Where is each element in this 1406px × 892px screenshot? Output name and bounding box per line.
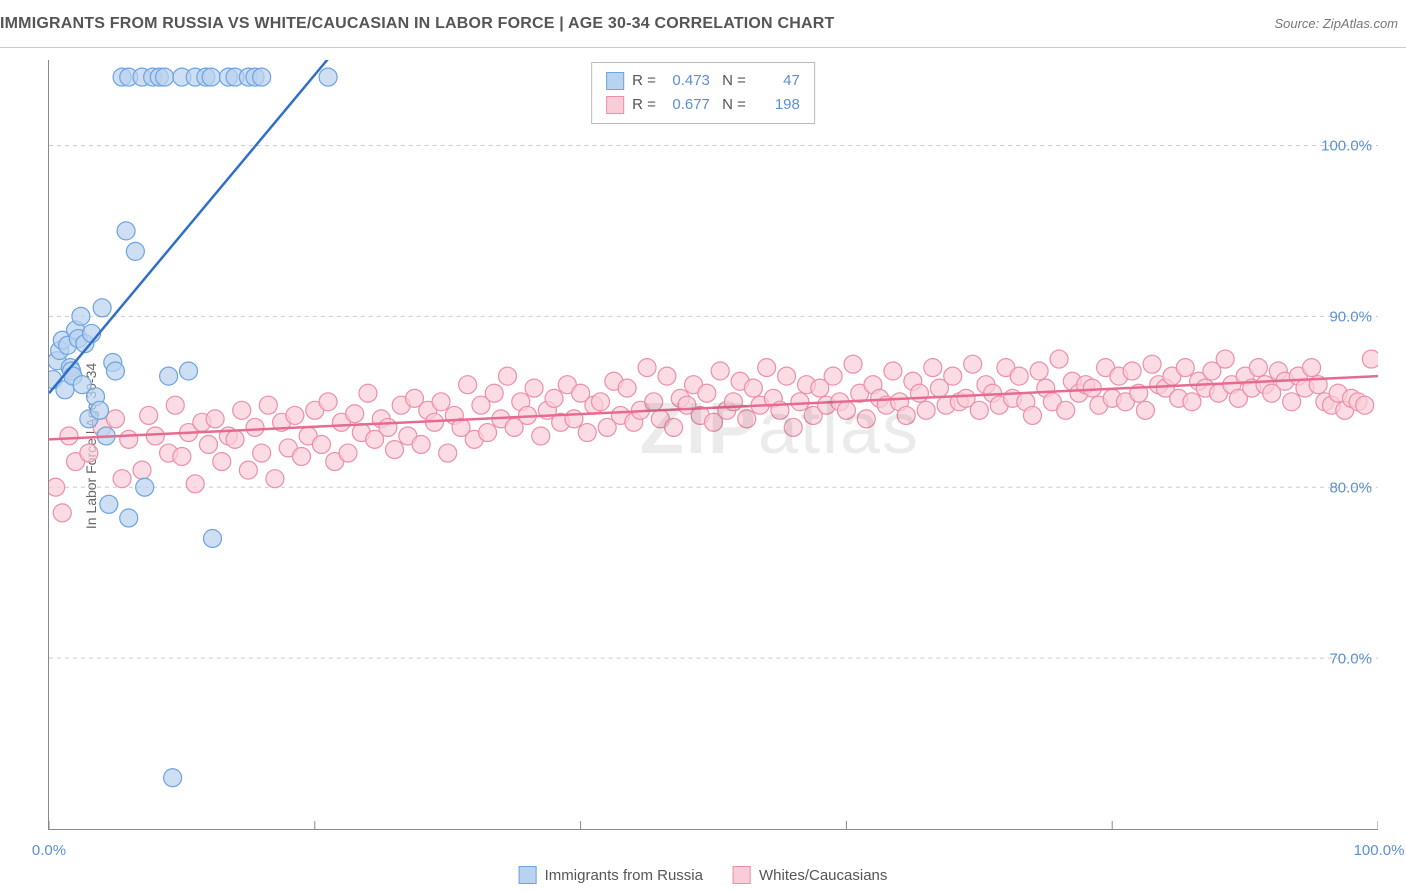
series-legend: Immigrants from Russia Whites/Caucasians	[519, 866, 888, 884]
y-tick-label: 70.0%	[1312, 650, 1372, 667]
legend-label-0: Immigrants from Russia	[545, 867, 703, 884]
legend-r-0: 0.473	[664, 69, 710, 93]
chart-source: Source: ZipAtlas.com	[1274, 16, 1398, 31]
legend-swatch-0	[606, 72, 624, 90]
legend-label-1: Whites/Caucasians	[759, 867, 887, 884]
chart-title: IMMIGRANTS FROM RUSSIA VS WHITE/CAUCASIA…	[0, 15, 834, 33]
legend-swatch-b0	[519, 866, 537, 884]
legend-n-0: 47	[754, 69, 800, 93]
legend-item-1: Whites/Caucasians	[733, 866, 887, 884]
plot-area: ZIPatlas 70.0%80.0%90.0%100.0% 0.0%100.0…	[48, 60, 1378, 830]
legend-row-series-0: R = 0.473 N = 47	[606, 69, 800, 93]
legend-n-1: 198	[754, 93, 800, 117]
correlation-legend: R = 0.473 N = 47 R = 0.677 N = 198	[591, 62, 815, 124]
legend-swatch-b1	[733, 866, 751, 884]
chart-header: IMMIGRANTS FROM RUSSIA VS WHITE/CAUCASIA…	[0, 0, 1406, 48]
legend-item-0: Immigrants from Russia	[519, 866, 703, 884]
legend-row-series-1: R = 0.677 N = 198	[606, 93, 800, 117]
x-tick-label: 100.0%	[1354, 842, 1405, 859]
y-tick-label: 80.0%	[1312, 479, 1372, 496]
scatter-svg	[49, 60, 1378, 829]
y-tick-label: 100.0%	[1312, 137, 1372, 154]
legend-r-1: 0.677	[664, 93, 710, 117]
x-tick-label: 0.0%	[32, 842, 66, 859]
y-tick-label: 90.0%	[1312, 308, 1372, 325]
legend-swatch-1	[606, 96, 624, 114]
